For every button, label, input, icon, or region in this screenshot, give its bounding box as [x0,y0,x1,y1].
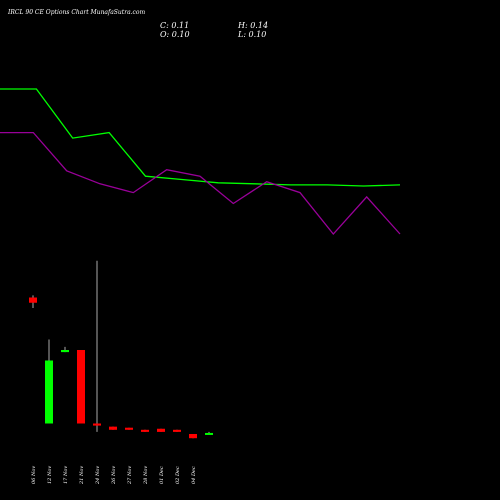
date-tick-label: 26 Nov [111,466,117,485]
date-tick-label: 24 Nov [95,466,101,485]
low-value: L: 0.10 [238,30,267,39]
date-tick-label: 01 Dec [159,466,165,484]
date-tick-label: 17 Nov [63,466,69,484]
date-tick-label: 12 Nov [47,466,53,484]
candle-body [93,423,101,426]
candle-body [109,426,117,430]
date-tick-label: 28 Nov [143,466,149,485]
date-axis: 06 Nov 12 Nov 17 Nov 21 Nov 24 Nov 26 Nov 27 N… [31,466,197,485]
open-value: O: 0.10 [160,30,190,39]
candles [29,260,213,439]
date-tick-label: 02 Dec [175,466,181,484]
date-tick-label: 27 Nov [127,466,133,485]
chart-title: IRCL 90 CE Options Chart MunafaSutra.com [8,9,146,16]
date-tick-label: 21 Nov [79,466,85,485]
candle-body [61,350,69,353]
date-tick-label: 06 Nov [31,466,37,484]
candle-body [45,360,53,424]
candle-body [189,434,197,439]
overlay-line-2 [0,131,401,236]
candle-body [29,297,37,303]
date-tick-label: 04 Dec [191,466,197,484]
candle-body [125,427,133,430]
candle-body [173,429,181,432]
candle-body [205,432,213,435]
candle-body [141,429,149,432]
close-value: C: 0.11 [160,21,190,30]
overlay-lines [0,88,401,236]
candle-body [77,350,85,424]
high-value: H: 0.14 [238,21,269,30]
overlay-line-1 [0,88,401,187]
candle-body [157,428,165,432]
